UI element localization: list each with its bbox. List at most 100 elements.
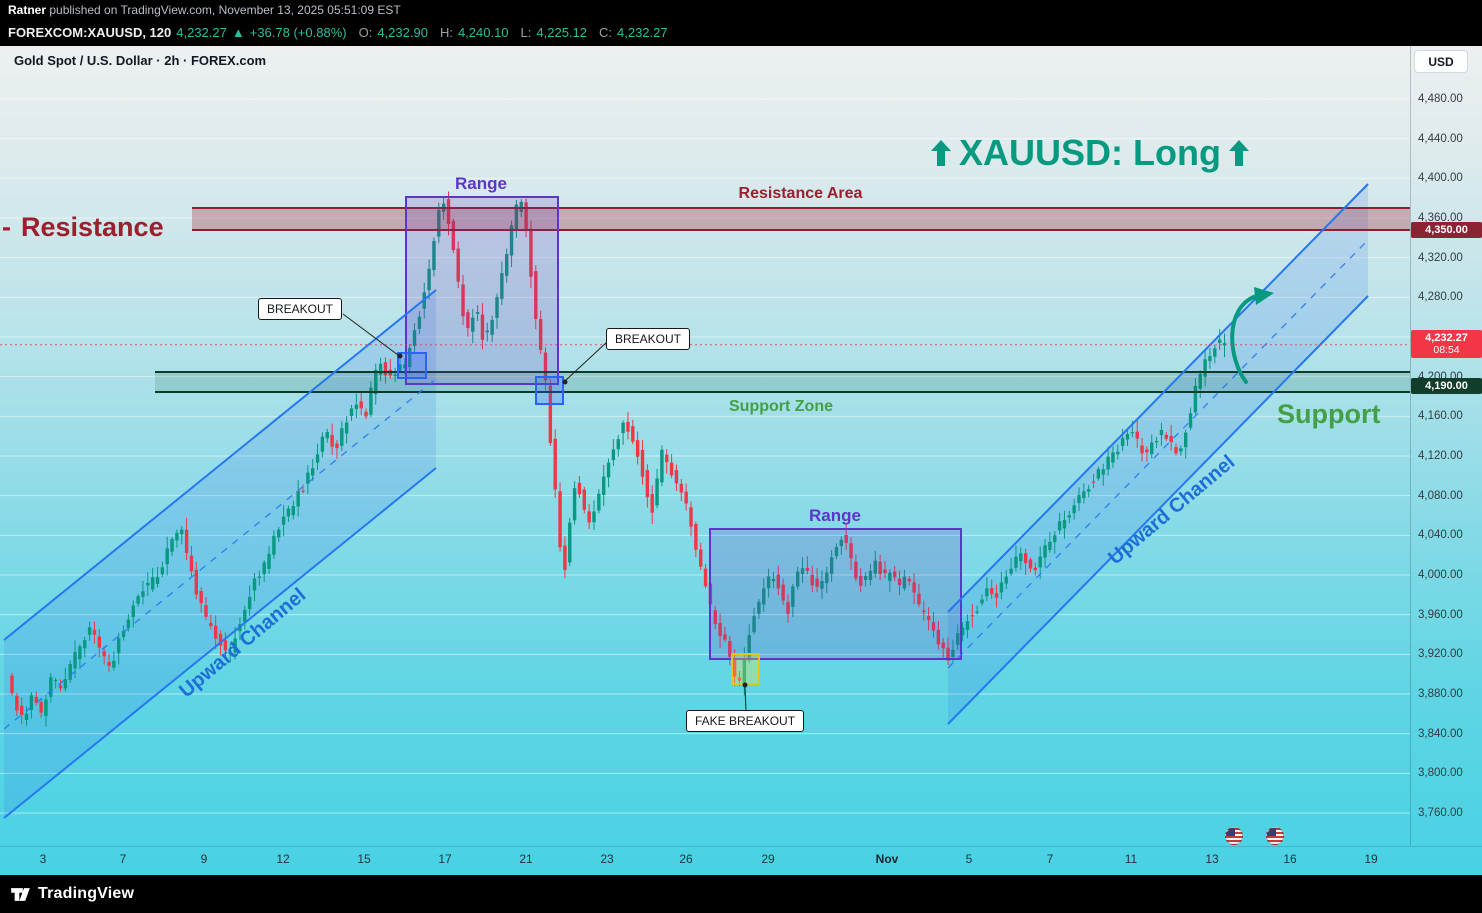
time-axis-separator (0, 846, 1482, 847)
upward-channel-1-lower-line (3, 467, 437, 819)
price-change: +36.78 (+0.88%) (249, 25, 347, 40)
marks-layer (0, 287, 1410, 712)
green-curved-arrow (1230, 294, 1258, 384)
fake-breakout-box (731, 653, 760, 685)
price-axis-label: 3,840.00 (1418, 727, 1463, 740)
time-axis-label: 21 (519, 852, 533, 866)
time-axis-label: 9 (200, 852, 208, 866)
upward-channel-2-upper-line (947, 183, 1369, 613)
bar-countdown: 08:54 (1433, 344, 1460, 356)
price-axis-label: 3,880.00 (1418, 688, 1463, 700)
price-axis-label: 4,280.00 (1418, 291, 1463, 304)
time-axis-label: 7 (119, 852, 127, 866)
price-axis-label: 3,960.00 (1418, 608, 1463, 621)
candles-layer (10, 191, 1227, 727)
price-axis-label: 4,400.00 (1418, 172, 1463, 185)
resistance-dash: - (2, 212, 11, 242)
chlines-layer (3, 183, 1369, 819)
trade-idea-text: XAUUSD: Long (959, 132, 1221, 173)
time-axis-label: 7 (1046, 852, 1054, 866)
time-axis-label: 16 (1283, 852, 1297, 866)
time-axis-label: Nov (875, 852, 899, 866)
price-axis-separator (1410, 46, 1411, 846)
close-value: 4,232.27 (617, 25, 668, 40)
range-box-bottom (709, 528, 962, 660)
close-label: C: (599, 25, 612, 40)
time-axis-label: 23 (600, 852, 614, 866)
range-label-top: Range (455, 174, 507, 193)
price-tag-support: 4,190.00 (1411, 378, 1482, 394)
resistance-area-band (192, 208, 1410, 230)
price-axis-label: 4,360.00 (1418, 212, 1463, 224)
price-axis-label: 3,920.00 (1418, 648, 1463, 661)
resistance-label: - Resistance (2, 212, 164, 243)
time-axis[interactable]: 3 7 9 12 15 17 21 23 26 29 Nov 5 7 11 13 16 19 (0, 846, 1482, 875)
breakout-callout-mid: BREAKOUT (606, 328, 691, 350)
time-axis-label: 5 (965, 852, 973, 866)
support-label: Support (1277, 399, 1381, 429)
last-price-value: 4,232.27 (1425, 332, 1468, 344)
publish-details: published on TradingView.com, November 1… (46, 3, 401, 17)
price-axis-label: 3,760.00 (1418, 807, 1463, 819)
time-axis-label: 26 (679, 852, 693, 866)
price-axis-label: 4,320.00 (1418, 251, 1463, 264)
price-axis-label: 4,080.00 (1418, 489, 1463, 502)
last-price: 4,232.27 (176, 25, 227, 40)
time-axis-label: 15 (357, 852, 371, 866)
chart-canvas[interactable]: Gold Spot / U.S. Dollar · 2h · FOREX.com… (0, 46, 1482, 875)
high-value: 4,240.10 (457, 25, 509, 40)
breakout-box-mid (535, 376, 564, 405)
price-axis-label: 3,800.00 (1418, 767, 1463, 780)
upward-channel-1-midline (3, 378, 437, 730)
time-axis-label: 19 (1364, 852, 1378, 866)
time-axis-label: 13 (1205, 852, 1219, 866)
symbol-info-bar: FOREXCOM:XAUUSD, 120 4,232.27 ▲ +36.78 (… (0, 19, 1482, 46)
price-axis-label: 4,040.00 (1418, 529, 1463, 542)
support-zone-label: Support Zone (729, 398, 833, 415)
green-arrow-head (1254, 287, 1274, 305)
footer-bar: TradingView (0, 875, 1482, 913)
resistance-area-label: Resistance Area (738, 185, 863, 202)
breakout-box-left (397, 352, 427, 379)
tradingview-logo[interactable]: TradingView (10, 884, 134, 905)
upward-channel-1-fill (4, 290, 436, 818)
time-axis-label: 11 (1124, 852, 1138, 866)
price-axis[interactable]: 4,480.00 4,440.00 4,400.00 4,360.00 4,320.00… (1410, 46, 1482, 846)
trade-idea-label: XAUUSD: Long (925, 132, 1255, 174)
fake-breakout-callout: FAKE BREAKOUT (686, 710, 805, 732)
currency-usd-button[interactable]: USD (1414, 50, 1468, 73)
up-arrow-icon (1228, 140, 1249, 166)
upward-channel-2-midline (947, 239, 1369, 669)
range-label-bottom: Range (809, 506, 861, 525)
time-axis-label: 17 (438, 852, 452, 866)
price-axis-label: 4,480.00 (1418, 93, 1463, 105)
time-axis-label: 29 (761, 852, 775, 866)
us-flag-icon[interactable] (1266, 827, 1284, 845)
low-value: 4,225.12 (536, 25, 587, 40)
upward-channel-1-upper-line (3, 289, 437, 641)
price-axis-label: 4,440.00 (1418, 132, 1463, 145)
support-zone-band (155, 372, 1410, 392)
zones-layer (155, 196, 1410, 660)
author-name: Ratner (8, 3, 47, 17)
resistance-text: Resistance (21, 212, 164, 242)
chart-title: Gold Spot / U.S. Dollar · 2h · FOREX.com (14, 53, 267, 68)
open-label: O: (358, 25, 373, 40)
upward-channel-2-lower-line (947, 295, 1369, 725)
low-label: L: (520, 25, 532, 40)
price-axis-label: 4,120.00 (1418, 450, 1463, 462)
open-value: 4,232.90 (377, 25, 428, 40)
up-arrow-icon (931, 140, 952, 166)
publish-info-bar: Ratner published on TradingView.com, Nov… (0, 0, 1482, 19)
time-axis-label: 12 (276, 852, 290, 866)
price-tag-last: 4,232.27 08:54 (1411, 330, 1482, 358)
time-axis-label: 3 (39, 852, 47, 866)
us-flag-icon[interactable] (1225, 827, 1243, 845)
price-tag-resistance: 4,350.00 (1411, 222, 1482, 238)
price-axis-label: 4,000.00 (1418, 569, 1463, 581)
symbol-interval: FOREXCOM:XAUUSD, 120 (8, 25, 172, 40)
price-axis-label: 4,160.00 (1418, 410, 1463, 423)
breakout-callout-left: BREAKOUT (258, 298, 343, 320)
high-label: H: (439, 25, 453, 40)
